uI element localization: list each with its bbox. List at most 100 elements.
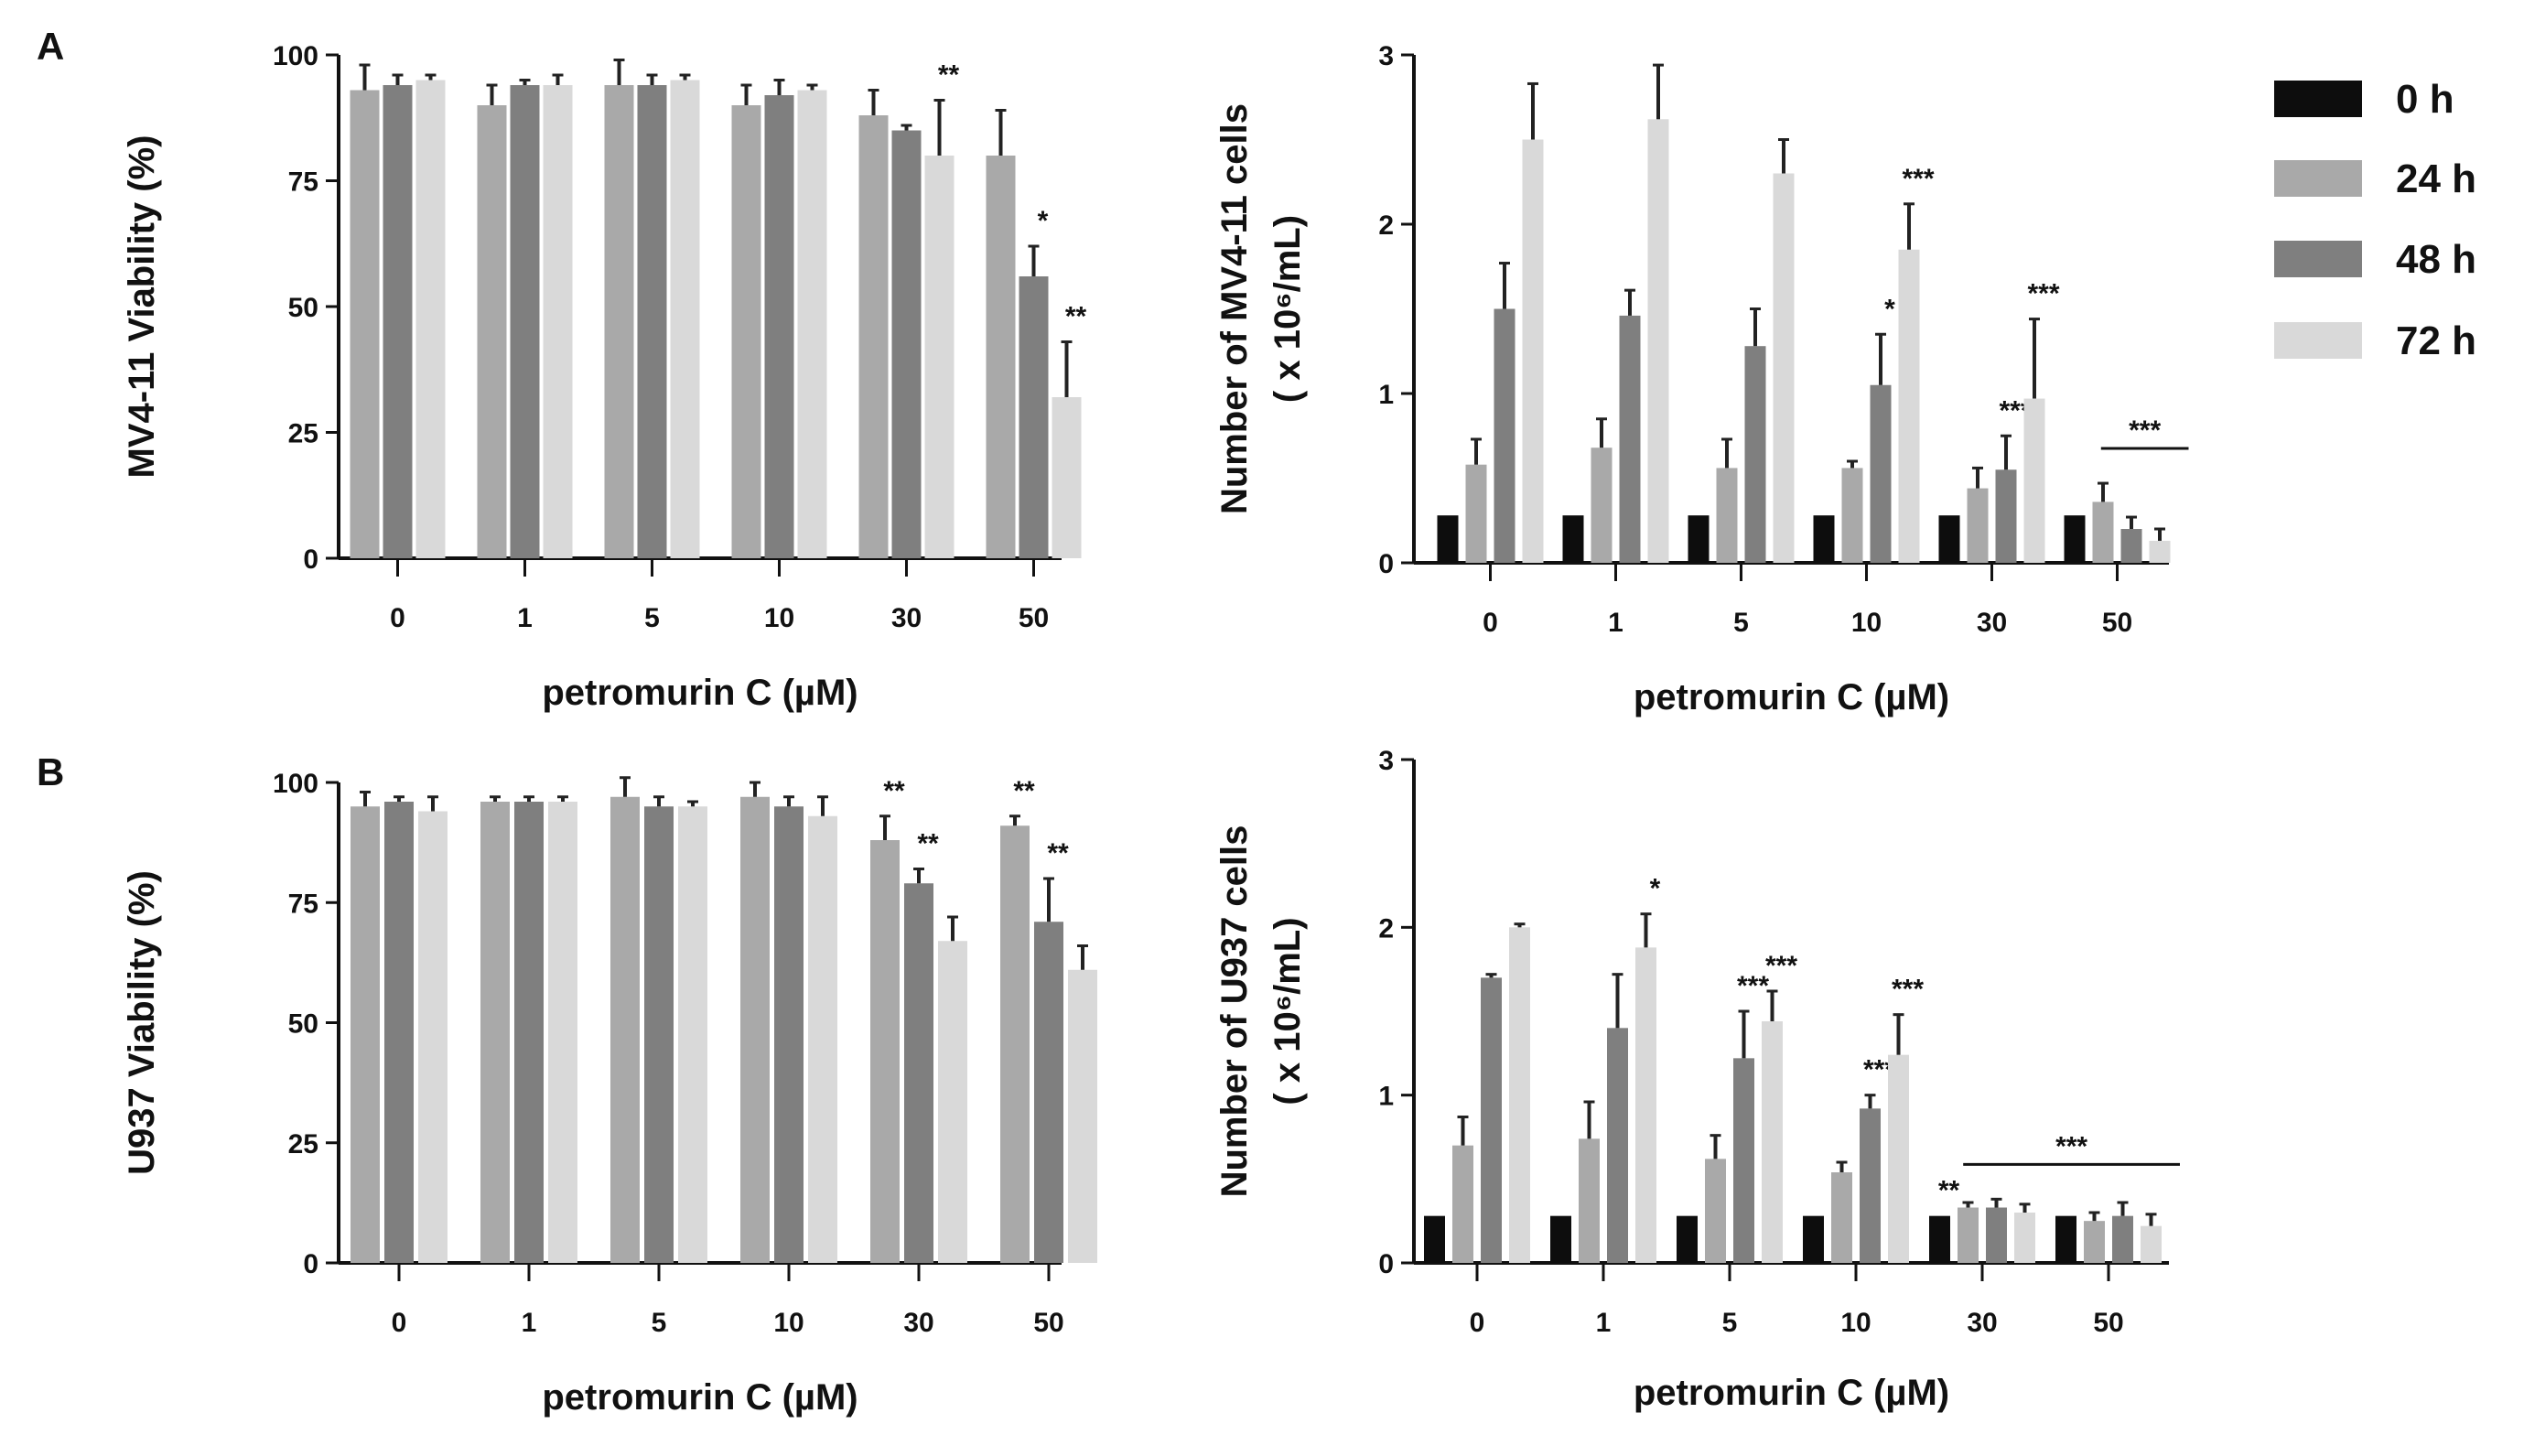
- x-tick-label: 1: [1596, 1308, 1612, 1338]
- bar-24h: [2092, 502, 2114, 563]
- significance-marker: **: [1065, 302, 1087, 332]
- significance-marker: *: [1884, 294, 1895, 324]
- x-tick-label: 1: [522, 1308, 537, 1338]
- bar-0h: [2055, 1215, 2076, 1263]
- bar-48h: [1995, 469, 2017, 563]
- x-tick-label: 0: [392, 1308, 407, 1338]
- bar-0h: [2064, 515, 2086, 563]
- y-tick-label: 100: [273, 769, 318, 799]
- significance-marker: ***: [2055, 1131, 2087, 1161]
- x-tick-label: 10: [773, 1308, 804, 1338]
- significance-marker: ***: [1892, 975, 1924, 1005]
- panel-label: B: [37, 750, 64, 793]
- bar-72h: [1898, 249, 1920, 563]
- bar-48h: [637, 85, 667, 558]
- bar-48h: [644, 806, 674, 1263]
- bar-0h: [1803, 1215, 1824, 1263]
- bar-24h: [1958, 1207, 1979, 1263]
- bar-24h: [1831, 1172, 1852, 1263]
- y-axis-label: U937 Viability (%): [122, 870, 162, 1175]
- bar-48h: [1607, 1028, 1628, 1263]
- bar-72h: [924, 156, 955, 558]
- bar-24h: [731, 105, 761, 558]
- bar-48h: [1034, 922, 1063, 1263]
- bar-24h: [858, 115, 889, 558]
- bar-48h: [1481, 977, 1502, 1263]
- significance-marker: **: [938, 60, 960, 91]
- x-tick-label: 50: [2102, 608, 2132, 638]
- x-tick-label: 0: [390, 603, 405, 633]
- bar-72h: [938, 941, 967, 1263]
- bar-48h: [1744, 346, 1766, 563]
- bar-24h: [477, 105, 507, 558]
- bar-48h: [1494, 308, 1515, 563]
- bar-24h: [1967, 488, 1989, 563]
- bar-72h: [415, 80, 446, 558]
- x-axis-label: petromurin C (µM): [1634, 677, 1949, 717]
- bar-48h: [1019, 276, 1049, 558]
- bar-48h: [1870, 384, 1892, 563]
- bar-72h: [548, 802, 577, 1263]
- y-tick-label: 3: [1378, 41, 1394, 71]
- significance-marker: ***: [1737, 971, 1769, 1001]
- bar-48h: [904, 883, 933, 1263]
- bar-0h: [1550, 1215, 1571, 1263]
- bar-72h: [1522, 139, 1544, 563]
- y-tick-label: 0: [1378, 549, 1394, 579]
- y-tick-label: 25: [288, 419, 318, 449]
- significance-marker: **: [883, 776, 905, 806]
- legend-label: 72 h: [2396, 318, 2476, 363]
- x-tick-label: 5: [644, 603, 660, 633]
- bar-0h: [1929, 1215, 1950, 1263]
- x-tick-label: 50: [2093, 1308, 2123, 1338]
- x-tick-label: 5: [1722, 1308, 1738, 1338]
- bar-72h: [2023, 398, 2045, 563]
- significance-marker: *: [1650, 874, 1661, 904]
- x-tick-label: 10: [1851, 608, 1882, 638]
- bar-24h: [604, 85, 634, 558]
- significance-marker: **: [1047, 838, 1069, 868]
- y-axis-label-units: ( x 10⁶/mL): [1267, 917, 1308, 1105]
- legend-swatch: [2274, 322, 2362, 359]
- x-tick-label: 50: [1019, 603, 1049, 633]
- bar-24h: [351, 806, 380, 1263]
- bar-48h: [514, 802, 544, 1263]
- bar-0h: [1424, 1215, 1445, 1263]
- x-tick-label: 10: [1840, 1308, 1871, 1338]
- bar-24h: [350, 90, 380, 558]
- significance-marker: ***: [2027, 279, 2059, 309]
- y-tick-label: 1: [1378, 380, 1394, 410]
- significance-marker: ***: [2129, 415, 2161, 446]
- x-tick-label: 30: [1977, 608, 2007, 638]
- x-axis-label: petromurin C (µM): [1634, 1373, 1949, 1413]
- legend: 0 h 24 h 48 h 72 h: [2274, 77, 2476, 363]
- bar-24h: [986, 156, 1016, 558]
- x-axis-label: petromurin C (µM): [542, 673, 858, 713]
- bar-24h: [610, 796, 640, 1263]
- x-axis-label: petromurin C (µM): [542, 1377, 858, 1418]
- bar-48h: [510, 85, 540, 558]
- y-tick-label: 0: [303, 545, 318, 575]
- bar-24h: [1705, 1159, 1726, 1263]
- bar-72h: [1635, 947, 1656, 1263]
- y-tick-label: 0: [1378, 1249, 1394, 1279]
- legend-label: 0 h: [2396, 77, 2454, 122]
- bar-24h: [1579, 1138, 1600, 1263]
- bar-24h: [1465, 464, 1487, 563]
- y-tick-label: 50: [288, 293, 318, 323]
- bar-24h: [1841, 468, 1863, 563]
- bar-48h: [1619, 315, 1641, 563]
- bar-72h: [1052, 397, 1082, 558]
- bar-24h: [870, 840, 900, 1263]
- significance-marker: **: [917, 829, 939, 859]
- bar-72h: [2149, 540, 2171, 563]
- x-tick-label: 1: [517, 603, 533, 633]
- y-tick-label: 2: [1378, 913, 1394, 944]
- x-tick-label: 5: [1733, 608, 1749, 638]
- chart-A-count: 0 1 2 3 Number of MV4-11 cells ( x 10⁶/mL) pet…: [1214, 41, 2189, 717]
- bar-48h: [764, 95, 794, 558]
- bar-48h: [774, 806, 804, 1263]
